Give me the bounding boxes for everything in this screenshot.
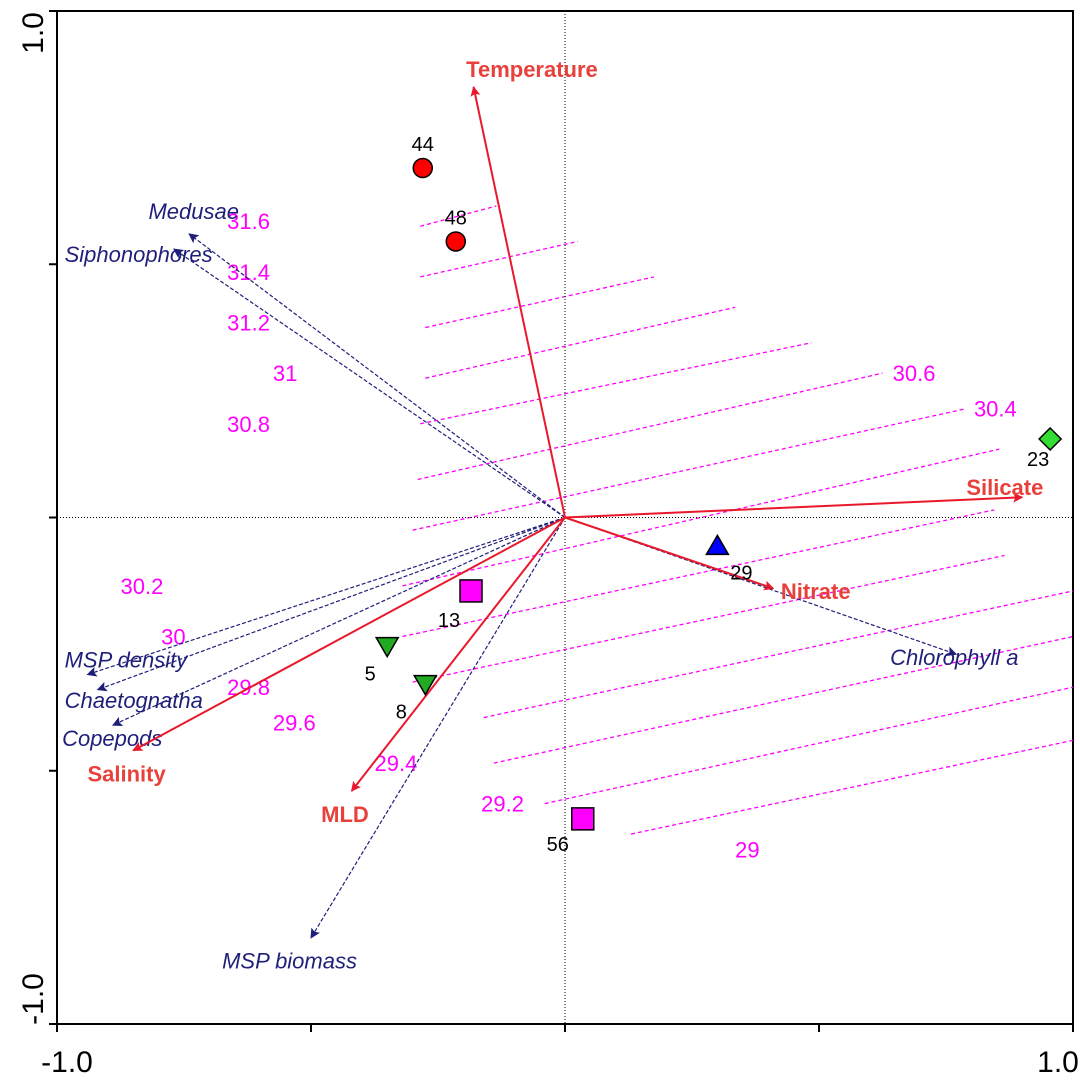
y-tick-label-min: -1.0 [17,973,50,1025]
isoline-30 [402,509,995,638]
isoline-29-2 [544,686,1074,805]
env-label-temperature: Temperature [466,57,598,82]
isoline-label-30-8: 30.8 [227,412,270,437]
site-marker-5 [374,636,400,659]
isoline-label-30-4: 30.4 [974,397,1017,422]
site-label-13: 13 [438,610,460,632]
site-label-44: 44 [412,134,434,156]
site-marker-56 [571,807,595,831]
isoline-label-29-6: 29.6 [273,711,316,736]
species-arrow-siphonophores [173,248,566,518]
isoline-31-4 [420,240,578,278]
species-arrow-chaetognatha [96,516,566,692]
axes: -1.0 1.0 1.0 -1.0 [17,10,1079,1079]
site-marker-44 [412,157,434,179]
isoline-label-30: 30 [161,625,185,650]
env-arrow-silicate [564,492,1024,519]
species-label-chaetognatha: Chaetognatha [65,688,203,713]
site-markers: 44 48 23 29 13 58 56 [365,134,1063,856]
species-arrow-copepods [111,516,566,726]
site-label-29: 29 [730,562,752,584]
site-marker-13 [459,579,483,603]
isoline-31-2 [425,276,655,329]
x-tick-label-min: -1.0 [41,1046,93,1079]
env-arrow-salinity [132,516,566,752]
isoline-30-6 [417,372,883,481]
isoline-label-29-2: 29.2 [481,792,524,817]
y-tick-label-max: 1.0 [17,12,50,54]
isoline-30-8 [420,342,812,425]
isoline-label-31-6: 31.6 [227,209,270,234]
isoline-label-30-2: 30.2 [121,574,164,599]
environmental-vectors: Temperature Silicate Nitrate Salinity MLD [87,57,1043,827]
site-marker-23 [1038,426,1063,452]
site-marker-8 [412,674,438,697]
species-label-medusae: Medusae [148,199,239,224]
isoline-29-6 [483,590,1074,719]
env-label-nitrate: Nitrate [781,579,851,604]
species-label-siphonophores: Siphonophores [65,242,213,267]
isoline-label-31: 31 [273,361,297,386]
env-arrow-mld [350,516,566,792]
isoline-29 [630,739,1074,835]
isoline-31-6 [420,205,497,227]
isoline-31 [425,306,736,379]
site-label-56: 56 [547,834,569,856]
species-label-chlorophyll-a: Chlorophyll a [890,645,1018,670]
isoline-label-31-4: 31.4 [227,260,270,285]
species-label-msp-density: MSP density [65,647,190,672]
isoline-30-4 [412,407,967,531]
isoline-29-8 [412,554,1005,683]
isoline-label-29-4: 29.4 [375,751,418,776]
x-tick-label-max: 1.0 [1037,1046,1079,1079]
species-arrow-medusae [188,233,566,518]
env-arrow-temperature [470,85,566,518]
env-label-mld: MLD [321,802,369,827]
isoline-29-4 [493,635,1074,764]
species-arrow-msp-biomass [310,517,566,939]
species-label-copepods: Copepods [62,726,162,751]
isoline-label-29: 29 [735,837,759,862]
salinity-isolines: 31.631.431.23130.830.630.430.23029.829.6… [121,205,1074,862]
site-label-23: 23 [1027,449,1049,471]
isoline-label-30-6: 30.6 [893,361,936,386]
species-vectors: Medusae Siphonophores MSP density Chaetogna… [62,199,1018,974]
site-marker-48 [445,231,467,252]
site-label-48: 48 [445,207,467,229]
site-label-5: 5 [365,664,376,686]
species-label-msp-biomass: MSP biomass [222,949,357,974]
isoline-label-31-2: 31.2 [227,310,270,335]
env-label-silicate: Silicate [966,475,1043,500]
site-marker-29 [705,533,730,556]
site-label-8: 8 [396,702,407,724]
env-arrow-nitrate [564,516,775,591]
env-label-salinity: Salinity [87,761,166,786]
